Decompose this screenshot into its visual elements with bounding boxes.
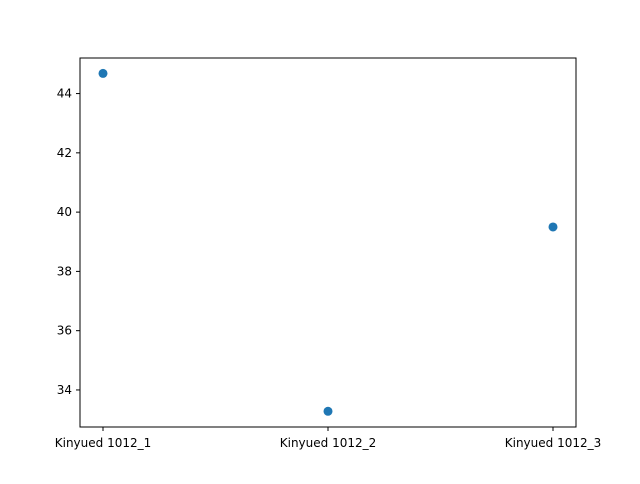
x-tick-label: Kinyued 1012_2 (280, 436, 377, 450)
y-tick-label: 38 (57, 264, 72, 278)
x-tick-label: Kinyued 1012_3 (505, 436, 602, 450)
data-point (98, 68, 108, 78)
y-tick-label: 34 (57, 383, 72, 397)
axes-ticks: Kinyued 1012_1 Kinyued 1012_2 Kinyued 1012… (55, 87, 602, 450)
y-tick-label: 42 (57, 146, 72, 160)
data-point (323, 406, 333, 416)
x-tick-label: Kinyued 1012_1 (55, 436, 152, 450)
axes-frame (79, 57, 577, 428)
data-point (548, 222, 558, 232)
data-points (98, 68, 558, 416)
y-tick-label: 44 (57, 87, 72, 101)
y-tick-label: 40 (57, 205, 72, 219)
y-tick-label: 36 (57, 324, 72, 338)
